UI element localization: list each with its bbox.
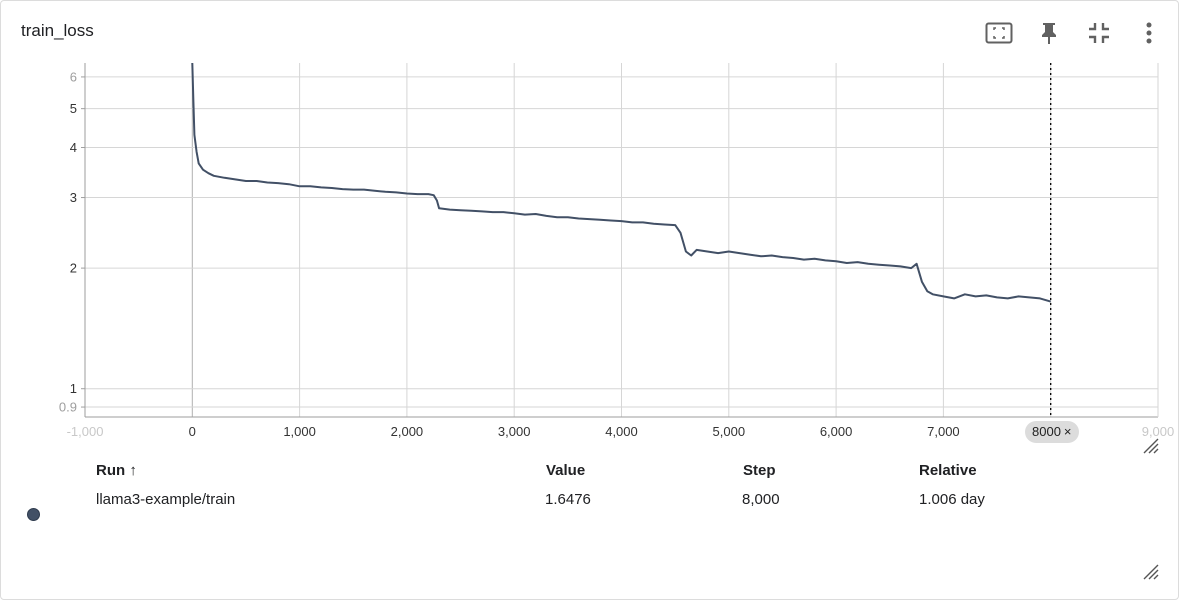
- x-tick-label: -1,000: [67, 424, 104, 439]
- x-tick-label: 9,000: [1142, 424, 1175, 439]
- fit-to-data-icon[interactable]: [983, 17, 1015, 49]
- resize-handle-icon[interactable]: [1140, 561, 1160, 581]
- sort-ascending-icon[interactable]: ↑: [129, 462, 137, 479]
- run-relative: 1.006 day: [919, 491, 985, 508]
- y-tick-label: 4: [70, 140, 77, 155]
- x-tick-label: 3,000: [498, 424, 531, 439]
- run-value: 1.6476: [545, 491, 591, 508]
- x-tick-label: 4,000: [605, 424, 638, 439]
- y-tick-label: 3: [70, 190, 77, 205]
- cursor-step-badge: 8000 ×: [1025, 421, 1079, 443]
- close-cursor-icon[interactable]: ×: [1063, 424, 1072, 439]
- card-title: train_loss: [21, 21, 94, 40]
- resize-handle-icon[interactable]: [1140, 435, 1160, 455]
- run-name: llama3-example/train: [96, 491, 236, 508]
- run-step: 8,000: [742, 491, 780, 508]
- y-tick-label: 2: [70, 261, 77, 276]
- y-tick-label: 0.9: [59, 400, 77, 415]
- cursor-step-label: 8000: [1032, 424, 1061, 439]
- column-header-run[interactable]: Run ↑: [96, 462, 137, 479]
- more-vert-icon[interactable]: [1133, 17, 1165, 49]
- y-tick-label: 5: [70, 101, 77, 116]
- line-chart[interactable]: 0.9 1 2 3 4 5 6 -1,000 0 1,000 2,000 3,000 4,000 5,00…: [1, 1, 1179, 451]
- x-tick-label: 7,000: [927, 424, 960, 439]
- series-line-llama3-example-train[interactable]: [191, 62, 1051, 303]
- collapse-icon[interactable]: [1083, 17, 1115, 49]
- run-color-swatch: [27, 508, 40, 521]
- x-tick-label: 2,000: [391, 424, 424, 439]
- x-tick-label: 0: [189, 424, 196, 439]
- column-header-step[interactable]: Step: [743, 462, 776, 479]
- y-tick-label: 1: [70, 381, 77, 396]
- x-tick-label: 5,000: [713, 424, 746, 439]
- pin-icon[interactable]: [1033, 17, 1065, 49]
- x-tick-label: 1,000: [283, 424, 316, 439]
- column-header-value[interactable]: Value: [546, 462, 586, 479]
- x-tick-label: 6,000: [820, 424, 853, 439]
- column-header-relative[interactable]: Relative: [919, 462, 977, 479]
- y-tick-label: 6: [70, 69, 77, 84]
